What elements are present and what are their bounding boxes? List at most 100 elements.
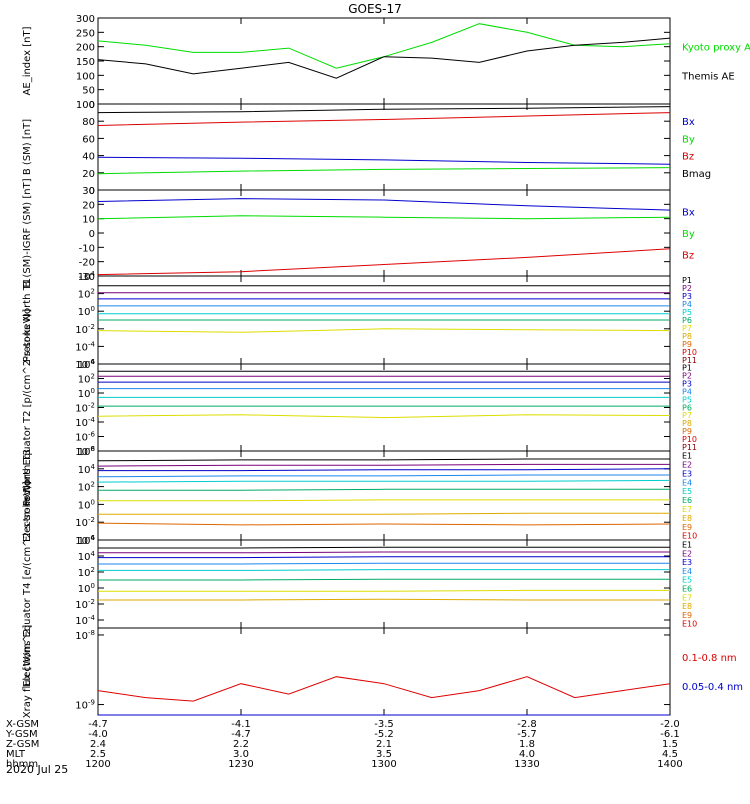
legend-entry: E10	[682, 620, 697, 629]
y-tick-label: 104	[78, 463, 96, 476]
y-tick-label: 10-6	[75, 431, 95, 444]
y-tick-label: 60	[82, 134, 95, 145]
y-tick-label: 30	[82, 186, 95, 197]
legend-entry: E6	[682, 584, 692, 593]
orbit-value: 4.5	[662, 749, 678, 760]
legend-entry: P3	[682, 380, 692, 389]
legend-entry: E8	[682, 514, 692, 523]
legend-entry: E4	[682, 478, 692, 487]
y-tick-label: 100	[78, 582, 95, 595]
orbit-value: 2.5	[90, 749, 106, 760]
legend-entry: P3	[682, 292, 692, 301]
y-tick-label: 100	[78, 498, 95, 511]
legend-entry: E1	[682, 540, 692, 549]
series-line-by	[97, 167, 671, 175]
y-tick-label: 10-2	[75, 516, 95, 529]
series-line-e6	[98, 578, 670, 581]
panel-frame	[97, 363, 671, 452]
y-tick-label: 10	[82, 215, 95, 226]
legend-entry: E3	[682, 558, 692, 567]
orbit-value: 1.8	[519, 739, 535, 750]
orbit-row-label: Y-GSM	[5, 729, 38, 740]
series-line-e2	[97, 463, 670, 467]
legend-entry: Kyoto proxy AE	[682, 43, 750, 54]
legend-entry: 0.1-0.8 nm	[682, 653, 737, 664]
y-tick-label: 10-4	[75, 416, 95, 429]
orbit-value: -4.1	[231, 719, 251, 730]
panel-frame	[97, 103, 671, 191]
orbit-value: 1330	[514, 759, 539, 770]
series-line-e1	[98, 546, 670, 549]
orbit-value: -3.5	[374, 719, 394, 730]
series-line-e7	[98, 499, 670, 502]
legend-entry: By	[682, 229, 695, 240]
orbit-value: -4.0	[88, 729, 108, 740]
legend-entry: E3	[682, 469, 692, 478]
series-line-themis-ae	[97, 37, 671, 79]
series-line-by	[97, 215, 671, 220]
legend-entry: E10	[682, 532, 697, 541]
legend-entry: E9	[682, 523, 692, 532]
y-tick-label: 106	[78, 445, 96, 458]
y-tick-label: 0	[89, 100, 95, 111]
orbit-value: -4.7	[88, 719, 108, 730]
y-tick-label: 10-2	[75, 402, 95, 415]
y-tick-label: 102	[78, 566, 95, 579]
orbit-value: -2.8	[517, 719, 537, 730]
legend-entry: P2	[682, 372, 692, 381]
legend-entry: P7	[682, 324, 692, 333]
plot-title: GOES-17	[348, 2, 402, 16]
legend-entry: Bmag	[682, 169, 711, 180]
legend-entry: E9	[682, 611, 692, 620]
y-axis-label: B (SM)-IGRF (SM) [nT]	[22, 178, 33, 287]
legend-entry: P6	[682, 403, 692, 412]
series-line-e6	[98, 488, 670, 491]
y-tick-label: 10-4	[75, 614, 95, 627]
panel-frame	[97, 189, 671, 277]
series-line-0-1-0-8-nm	[97, 676, 671, 702]
legend-entry: P11	[682, 443, 697, 452]
y-axis-label: AE_index [nT]	[22, 26, 33, 95]
y-tick-label: 100	[76, 100, 95, 111]
series-line-e3	[98, 468, 671, 472]
orbit-value: 1300	[371, 759, 396, 770]
series-line-e4	[97, 474, 670, 478]
orbit-value: -5.7	[517, 729, 537, 740]
legend-entry: E7	[682, 593, 692, 602]
orbit-row-label: X-GSM	[6, 719, 39, 730]
orbit-value: 1200	[85, 759, 110, 770]
legend-entry: P5	[682, 308, 692, 317]
legend-entry: E5	[682, 576, 692, 585]
panel-8: 10-8 10-9 Xray flux [W/m^2] 0.1-0.8 nm 0.05-…	[22, 625, 743, 719]
legend-entry: Themis AE	[681, 71, 735, 82]
series-line-e3	[98, 556, 670, 559]
series-line-p7	[97, 328, 671, 333]
series-line-bz	[97, 248, 671, 276]
legend-entry: P1	[682, 276, 692, 285]
legend-entry: P9	[682, 340, 692, 349]
series-line-e5	[97, 479, 671, 483]
orbit-value: 4.0	[519, 749, 535, 760]
orbit-value: 2.4	[90, 739, 106, 750]
orbit-row-label: Z-GSM	[6, 739, 39, 750]
legend-entry: P10	[682, 435, 697, 444]
legend-entry: E7	[682, 505, 692, 514]
y-axis-label: Protons North T1	[22, 278, 33, 362]
orbit-value: 1400	[657, 759, 682, 770]
orbit-value: -5.2	[374, 729, 394, 740]
y-tick-label: 80	[82, 117, 95, 128]
panel-frame	[97, 17, 671, 105]
legend-entry: P11	[682, 356, 697, 365]
series-line-e1	[97, 458, 670, 462]
series-line-p7	[97, 414, 671, 419]
legend-entry: E2	[682, 460, 692, 469]
legend-entry: P5	[682, 395, 692, 404]
orbit-value: 3.0	[233, 749, 249, 760]
legend-entry: P8	[682, 419, 692, 428]
panel-7: 106 104 102 100 10-2 10-4 Electrons Equator T4…	[22, 481, 697, 687]
y-tick-label: 20	[82, 169, 95, 180]
series-line-bx	[97, 156, 671, 165]
